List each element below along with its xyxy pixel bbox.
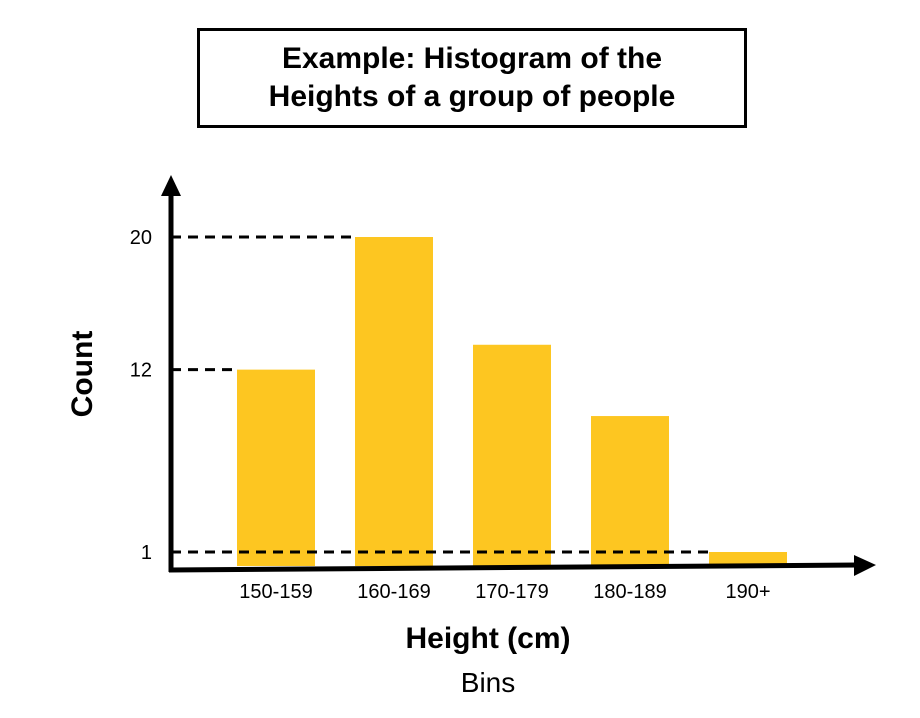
bars-group <box>237 237 787 566</box>
bar-150-159 <box>237 369 315 566</box>
bar-180-189 <box>591 416 669 566</box>
x-category-labels-group: 150-159 160-169 170-179 180-189 190+ <box>239 581 770 603</box>
x-category-label: 190+ <box>725 581 770 603</box>
y-tick-label: 20 <box>130 227 152 249</box>
x-axis-line <box>168 562 859 573</box>
x-axis-arrow-icon <box>854 555 876 576</box>
bar-170-179 <box>473 344 551 566</box>
bar-160-169 <box>355 237 433 566</box>
y-tick-label: 12 <box>130 360 152 382</box>
tick-guides-group <box>171 235 709 554</box>
chart-title-line-2: Heights of a group of people <box>268 80 676 113</box>
x-category-label: 150-159 <box>239 581 312 603</box>
y-tick-labels-group: 1 12 20 <box>130 227 152 564</box>
x-axis-label: Height (cm) <box>406 622 571 655</box>
x-category-label: 170-179 <box>475 581 548 603</box>
y-tick-label: 1 <box>141 542 152 564</box>
y-axis-arrow-icon <box>161 175 181 196</box>
x-axis-sublabel: Bins <box>461 667 515 698</box>
y-axis-label: Count <box>66 331 99 418</box>
x-category-label: 180-189 <box>593 581 666 603</box>
bar-190+ <box>709 552 787 566</box>
x-category-label: 160-169 <box>357 581 430 603</box>
chart-title-line-1: Example: Histogram of the <box>281 42 663 75</box>
chart-title: Example: Histogram of the Heights of a g… <box>197 28 747 128</box>
